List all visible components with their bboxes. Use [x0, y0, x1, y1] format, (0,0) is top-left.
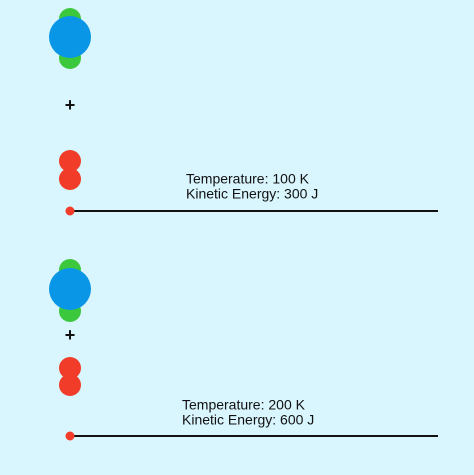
kinetic-energy-label: Kinetic Energy: 600 J	[182, 412, 314, 428]
red-atom	[59, 150, 81, 172]
plus-sign: +	[65, 325, 76, 345]
kinetic-energy-label: Kinetic Energy: 300 J	[186, 186, 318, 202]
red-dot	[65, 431, 75, 441]
blue-atom	[49, 16, 91, 58]
blue-atom	[49, 268, 91, 310]
plus-sign: +	[65, 95, 76, 115]
red-atom	[59, 374, 81, 396]
red-atom	[59, 168, 81, 190]
panel: + Temperature: 100 K Kinetic Energy: 300…	[49, 8, 438, 216]
red-dot	[65, 206, 75, 216]
temperature-label: Temperature: 100 K	[186, 171, 310, 187]
red-atom	[59, 357, 81, 379]
panel: + Temperature: 200 K Kinetic Energy: 600…	[49, 259, 438, 441]
temperature-label: Temperature: 200 K	[182, 397, 306, 413]
